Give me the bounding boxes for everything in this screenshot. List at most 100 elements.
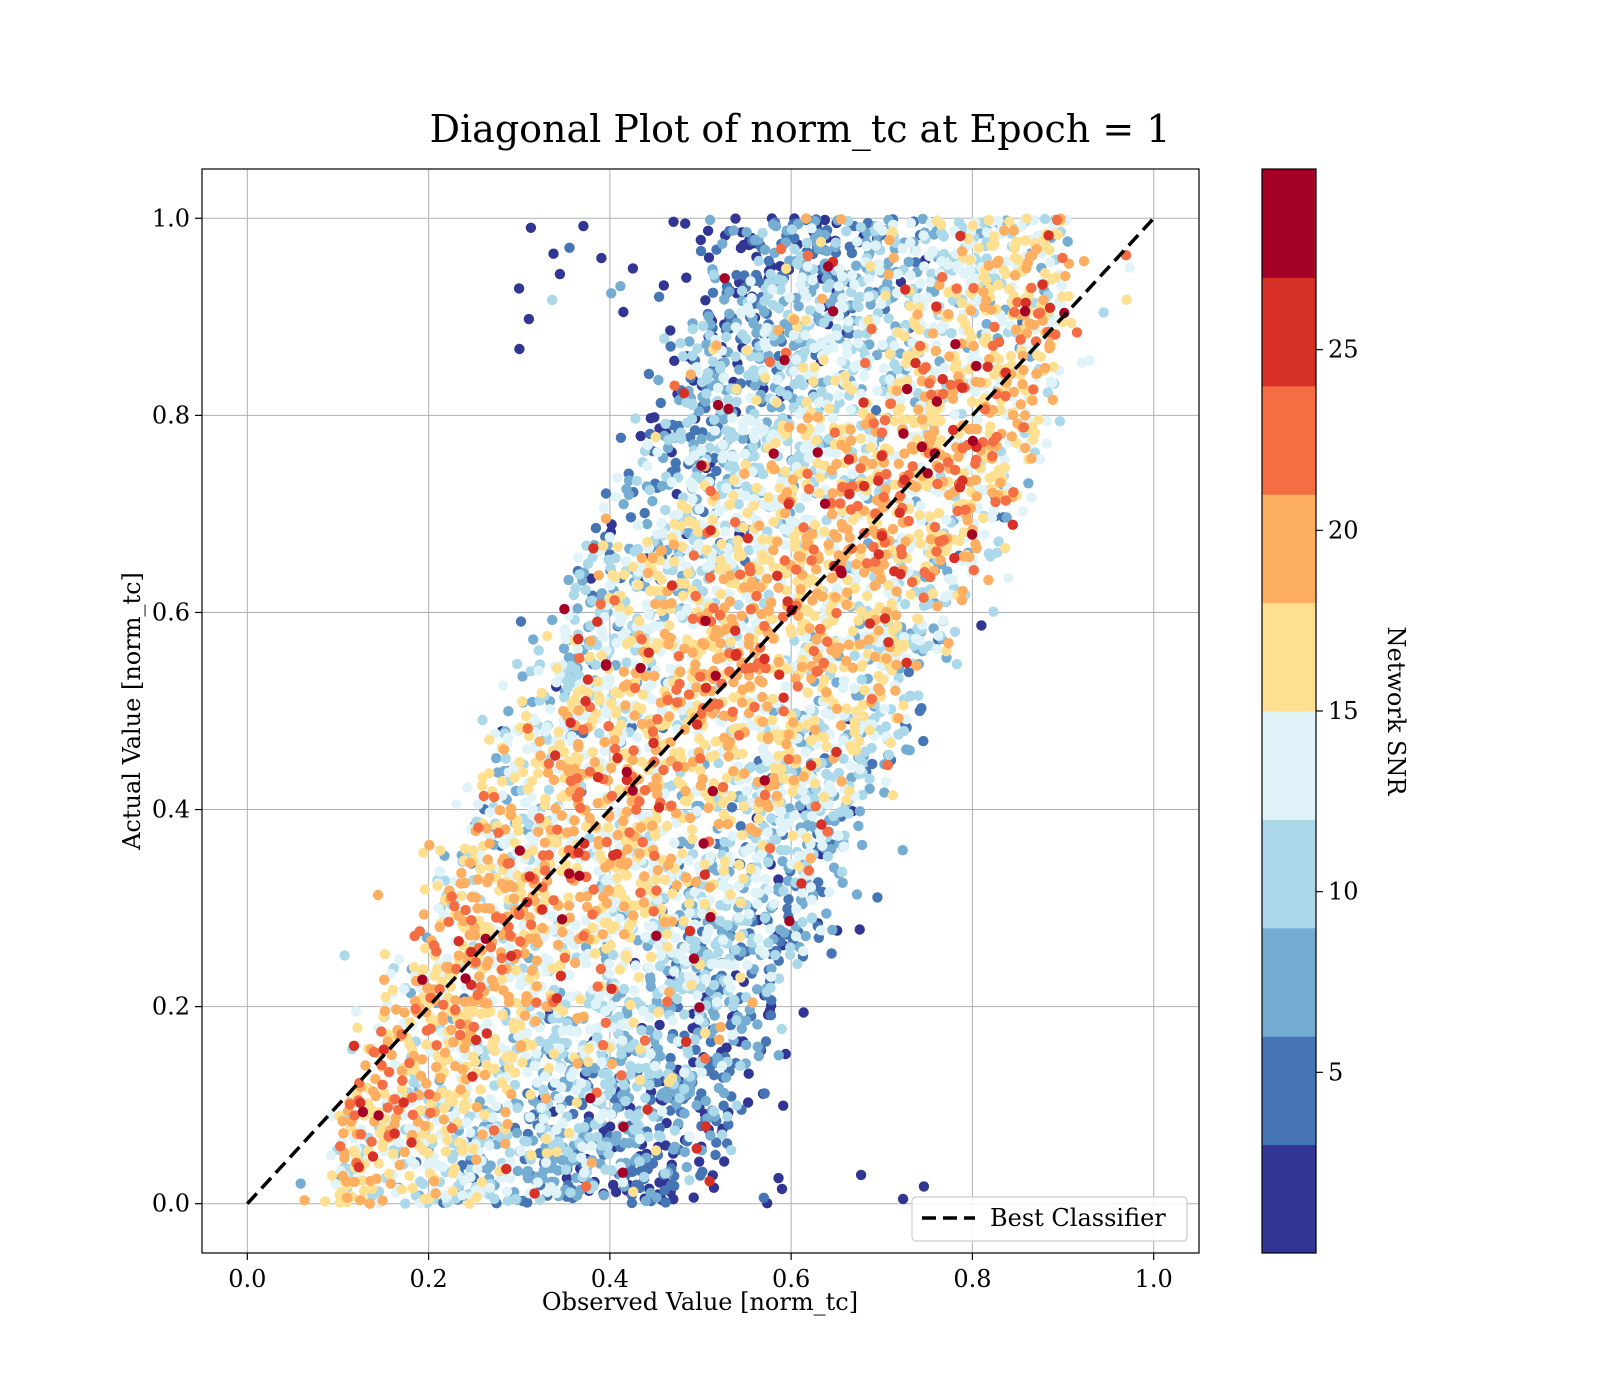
scatter-point [510,965,521,976]
scatter-point [513,283,525,294]
scatter-point [951,659,963,670]
scatter-point [892,268,903,280]
scatter-point [659,333,670,344]
scatter-point [596,1057,607,1068]
scatter-point [776,1023,787,1035]
scatter-point [526,776,538,787]
scatter-point [871,349,883,361]
scatter-point [763,492,774,503]
scatter-point [551,1146,562,1158]
scatter-point [596,1140,607,1151]
scatter-point [827,924,838,936]
scatter-point [766,995,777,1006]
scatter-point [563,574,574,586]
scatter-point [326,1170,338,1181]
scatter-point [693,1014,704,1025]
scatter-point [918,230,929,241]
scatter-point [666,477,677,488]
scatter-point [845,760,857,771]
scatter-point [849,361,860,373]
scatter-point [652,528,663,540]
scatter-point [451,799,462,810]
scatter-point [400,1198,411,1209]
scatter-point [804,305,816,316]
scatter-point [541,1133,552,1145]
scatter-point [608,1179,619,1191]
scatter-point [644,971,656,983]
scatter-point [714,915,726,926]
scatter-point [800,794,811,805]
scatter-point [500,753,511,764]
scatter-point [516,696,528,707]
scatter-point [687,482,698,493]
scatter-point [880,776,892,787]
scatter-point [728,490,739,501]
scatter-point [708,1106,720,1117]
scatter-point [531,1077,543,1088]
scatter-point [618,306,629,318]
scatter-point [538,1165,549,1176]
scatter-point [574,994,586,1005]
scatter-point [725,636,737,647]
scatter-point [989,239,1000,250]
scatter-point [792,258,803,270]
scatter-point [542,630,553,642]
scatter-point [655,397,666,409]
scatter-point [517,671,528,682]
scatter-point [776,1183,788,1195]
scatter-point [814,472,826,483]
scatter-point [767,299,779,311]
scatter-point [694,1156,705,1167]
scatter-point [931,216,942,227]
scatter-point [741,785,752,796]
scatter-point [496,776,508,787]
scatter-point [604,532,615,543]
scatter-point [565,991,576,1002]
scatter-point [735,897,746,909]
scatter-point [610,706,622,717]
scatter-point [542,1186,553,1198]
scatter-point [915,278,926,289]
scatter-point [621,657,632,668]
scatter-point [555,1103,566,1115]
scatter-point [957,313,968,325]
scatter-point [668,556,680,567]
scatter-point [580,958,592,969]
scatter-point [730,213,741,224]
scatter-point [605,940,616,951]
scatter-point [924,250,935,262]
scatter-point [643,962,655,974]
scatter-point [432,880,443,891]
scatter-point [700,1095,712,1107]
scatter-point [675,610,686,621]
scatter-point [761,986,772,998]
scatter-point [554,268,566,280]
scatter-point [612,472,623,483]
scatter-point [433,1160,444,1171]
scatter-point [684,1131,695,1143]
scatter-point [855,222,867,233]
scatter-point [725,889,736,900]
scatter-point [689,1034,701,1046]
scatter-point [556,1082,567,1093]
scatter-point [684,898,695,909]
scatter-point [666,1072,678,1084]
scatter-point [806,894,817,906]
scatter-point [943,573,954,585]
scatter-point [449,1163,461,1174]
scatter-point [918,1181,930,1192]
scatter-point [752,1019,763,1030]
scatter-point [801,746,812,758]
scatter-point [421,1039,432,1050]
scatter-point [1054,416,1066,427]
scatter-point [816,386,827,397]
scatter-point [751,984,763,995]
chart-title: Diagonal Plot of norm_tc at Epoch = 1 [430,107,1171,152]
scatter-point [1121,294,1132,305]
scatter-point [751,898,763,910]
scatter-point [731,1015,742,1026]
scatter-point [851,889,863,900]
scatter-point [640,1092,651,1104]
scatter-point [701,544,712,555]
scatter-point [352,1022,363,1033]
